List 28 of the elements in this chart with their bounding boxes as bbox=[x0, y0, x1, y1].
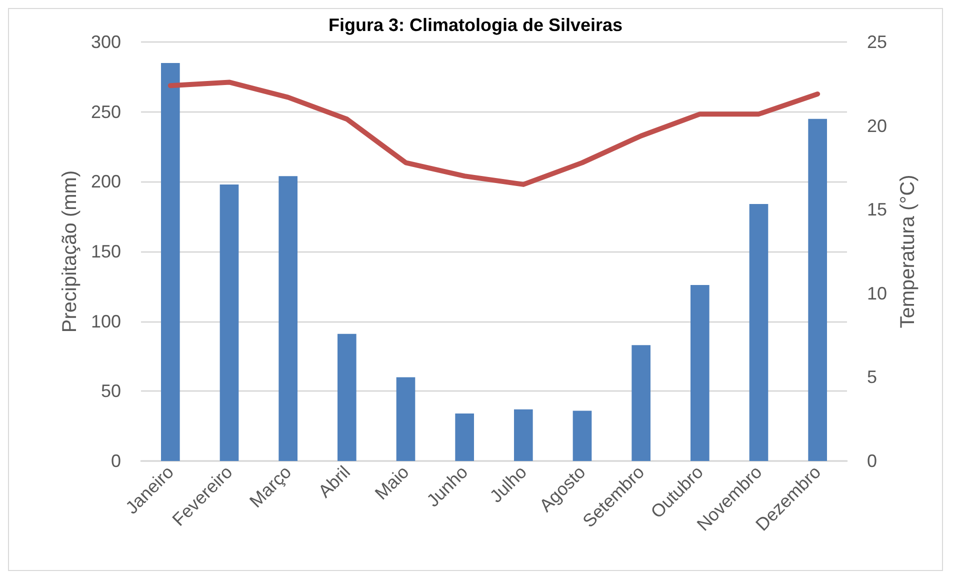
y-tick-label: 200 bbox=[90, 172, 121, 192]
y-axis-title: Precipitação (mm) bbox=[59, 170, 82, 333]
bar bbox=[808, 118, 827, 461]
bar bbox=[220, 184, 239, 461]
y-tick-label: 0 bbox=[110, 451, 121, 471]
bar bbox=[749, 204, 768, 461]
y2-tick-label: 5 bbox=[867, 367, 878, 388]
y2-tick-label: 10 bbox=[867, 283, 888, 304]
y2-tick-label: 0 bbox=[867, 451, 878, 471]
y-tick-label: 150 bbox=[90, 242, 121, 262]
chart-title: Figura 3: Climatologia de Silveiras bbox=[328, 15, 623, 35]
y2-tick-label: 25 bbox=[867, 32, 888, 52]
bar bbox=[455, 414, 474, 461]
y-tick-label: 300 bbox=[90, 32, 121, 52]
bar bbox=[690, 285, 710, 461]
y-tick-label: 50 bbox=[100, 381, 121, 402]
bar bbox=[514, 409, 533, 461]
bar bbox=[572, 410, 592, 461]
bar bbox=[632, 345, 650, 461]
bar bbox=[396, 377, 416, 461]
y2-tick-label: 20 bbox=[867, 116, 888, 136]
bar bbox=[161, 62, 180, 461]
y-tick-label: 100 bbox=[90, 311, 121, 332]
bar bbox=[278, 176, 298, 461]
y2-tick-label: 15 bbox=[867, 200, 888, 220]
y2-axis-title: Temperatura (°C) bbox=[896, 174, 919, 328]
y-tick-label: 250 bbox=[90, 102, 121, 122]
bar bbox=[338, 334, 356, 461]
